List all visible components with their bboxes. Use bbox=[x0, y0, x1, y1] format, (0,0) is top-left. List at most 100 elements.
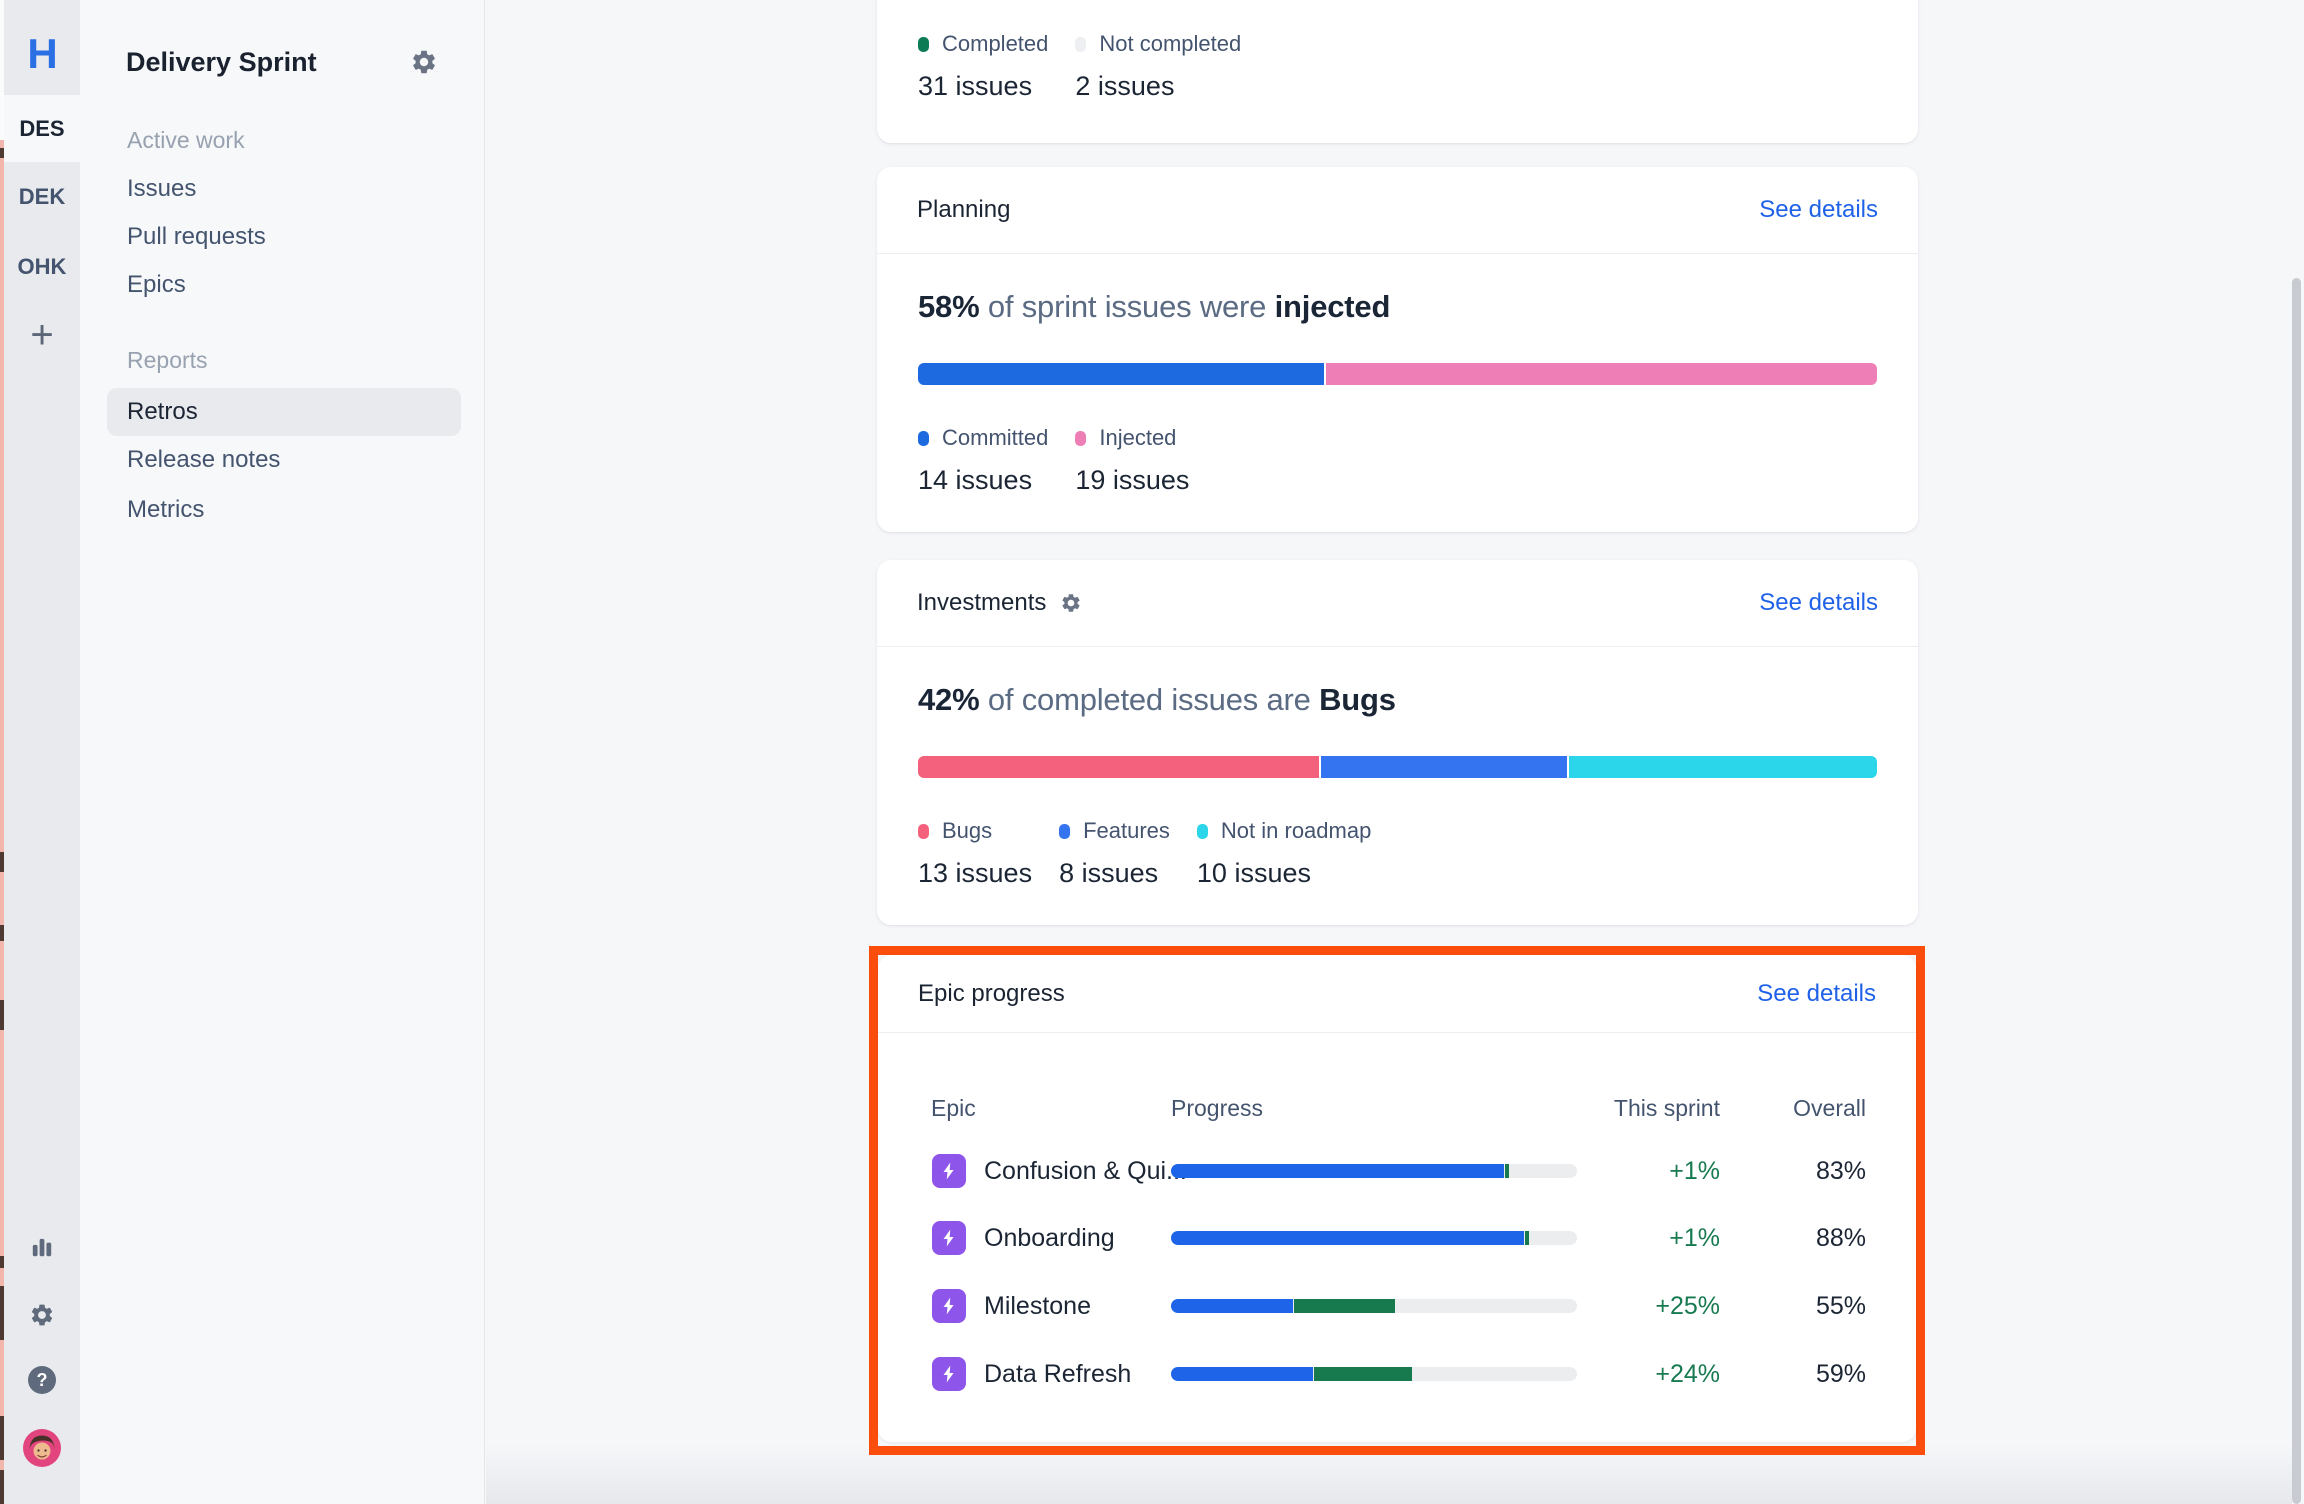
column-header-this-sprint: This sprint bbox=[1528, 1093, 1720, 1123]
epic-name: Milestone bbox=[984, 1291, 1091, 1321]
sprint-settings-button[interactable] bbox=[410, 48, 438, 81]
sidebar-item-epics[interactable]: Epics bbox=[127, 270, 186, 300]
legend-label: Completed bbox=[942, 31, 1048, 57]
investments-card-header: Investments See details bbox=[877, 560, 1918, 647]
features-swatch bbox=[1059, 824, 1070, 839]
progress-done-segment bbox=[1171, 1367, 1313, 1381]
completed-swatch bbox=[918, 37, 929, 52]
planning-card-header: Planning See details bbox=[877, 167, 1918, 254]
investments-legend: Bugs 13 issues Features 8 issues Not in … bbox=[918, 818, 1371, 889]
legend-group-completed: Completed 31 issues bbox=[918, 31, 1048, 102]
epic-progress-see-details-link[interactable]: See details bbox=[1757, 980, 1876, 1008]
committed-swatch bbox=[918, 431, 929, 446]
sidebar-title: Delivery Sprint bbox=[126, 44, 317, 80]
bar-segment-injected bbox=[1326, 363, 1877, 385]
epic-progress-bar bbox=[1171, 1164, 1577, 1178]
lightning-bolt-icon bbox=[939, 1228, 959, 1248]
not-completed-swatch bbox=[1075, 37, 1086, 52]
legend-label: Bugs bbox=[942, 818, 992, 844]
sidebar-item-issues[interactable]: Issues bbox=[127, 174, 196, 204]
lightning-bolt-icon bbox=[939, 1364, 959, 1384]
this-sprint-value: +24% bbox=[1528, 1359, 1720, 1389]
column-header-progress: Progress bbox=[1171, 1093, 1263, 1123]
progress-sprint-segment bbox=[1505, 1164, 1509, 1178]
plus-icon: + bbox=[30, 313, 53, 358]
bar-segment-not-in-roadmap bbox=[1569, 756, 1877, 778]
card-title: Epic progress bbox=[918, 980, 1065, 1008]
bar-chart-icon bbox=[29, 1234, 55, 1260]
gear-icon bbox=[29, 1302, 55, 1328]
epic-progress-bar bbox=[1171, 1299, 1577, 1313]
legend-value: 10 issues bbox=[1197, 857, 1371, 889]
bar-segment-features bbox=[1321, 756, 1567, 778]
planning-stacked-bar bbox=[918, 363, 1877, 385]
planning-card: Planning See details 58% of sprint issue… bbox=[877, 167, 1918, 532]
overall-value: 55% bbox=[1758, 1291, 1866, 1321]
bar-segment-committed bbox=[918, 363, 1324, 385]
epic-progress-highlight-box: Epic progress See details Epic Progress … bbox=[869, 946, 1925, 1455]
epic-icon bbox=[932, 1357, 966, 1391]
card-title: Investments bbox=[917, 589, 1046, 617]
legend-value: 31 issues bbox=[918, 70, 1048, 102]
help-button[interactable]: ? bbox=[4, 1366, 80, 1394]
sidebar-item-release-notes[interactable]: Release notes bbox=[127, 445, 280, 475]
investments-see-details-link[interactable]: See details bbox=[1759, 589, 1878, 617]
workspace-tab-label: OHK bbox=[18, 254, 67, 280]
progress-done-segment bbox=[1171, 1299, 1293, 1313]
avatar-image bbox=[23, 1429, 61, 1467]
legend-label: Committed bbox=[942, 425, 1048, 451]
logo-glyph: H bbox=[27, 30, 56, 78]
workspace-tab-dek[interactable]: DEK bbox=[4, 182, 80, 212]
settings-rail-button[interactable] bbox=[4, 1302, 80, 1328]
sidebar: Delivery Sprint Active work Issues Pull … bbox=[80, 0, 485, 1504]
legend-group-features: Features 8 issues bbox=[1059, 818, 1170, 889]
app-rail: H DES DEK OHK + ? bbox=[4, 0, 80, 1504]
epic-icon bbox=[932, 1221, 966, 1255]
overall-value: 59% bbox=[1758, 1359, 1866, 1389]
progress-done-segment bbox=[1171, 1231, 1524, 1245]
sidebar-item-metrics[interactable]: Metrics bbox=[127, 495, 204, 525]
gear-icon bbox=[410, 48, 438, 76]
planning-see-details-link[interactable]: See details bbox=[1759, 196, 1878, 224]
epic-icon bbox=[932, 1154, 966, 1188]
epic-name: Data Refresh bbox=[984, 1359, 1131, 1389]
metrics-rail-button[interactable] bbox=[4, 1234, 80, 1260]
legend-label: Injected bbox=[1099, 425, 1176, 451]
sidebar-item-retros-selected[interactable]: Retros bbox=[107, 388, 461, 436]
epic-progress-card: Epic progress See details Epic Progress … bbox=[878, 955, 1916, 1442]
vertical-scrollbar-thumb[interactable] bbox=[2292, 278, 2301, 1504]
sidebar-item-pull-requests[interactable]: Pull requests bbox=[127, 222, 266, 252]
epic-name: Onboarding bbox=[984, 1223, 1115, 1253]
investments-stat: 42% of completed issues are Bugs bbox=[918, 682, 1396, 718]
lightning-bolt-icon bbox=[939, 1161, 959, 1181]
planning-stat: 58% of sprint issues were injected bbox=[918, 289, 1390, 325]
bar-segment-bugs bbox=[918, 756, 1319, 778]
epic-progress-bar bbox=[1171, 1231, 1577, 1245]
legend-label: Features bbox=[1083, 818, 1170, 844]
legend-value: 2 issues bbox=[1075, 70, 1241, 102]
legend-value: 19 issues bbox=[1075, 464, 1189, 496]
completion-card: Completed 31 issues Not completed 2 issu… bbox=[877, 0, 1918, 143]
add-workspace-button[interactable]: + bbox=[4, 318, 80, 352]
progress-done-segment bbox=[1171, 1164, 1504, 1178]
legend-group-injected: Injected 19 issues bbox=[1075, 425, 1189, 496]
workspace-tab-ohk[interactable]: OHK bbox=[4, 252, 80, 282]
this-sprint-value: +1% bbox=[1528, 1223, 1720, 1253]
legend-group-not-in-roadmap: Not in roadmap 10 issues bbox=[1197, 818, 1371, 889]
overall-value: 83% bbox=[1758, 1156, 1866, 1186]
not-in-roadmap-swatch bbox=[1197, 824, 1208, 839]
workspace-tab-des[interactable]: DES bbox=[4, 95, 80, 162]
section-label-reports: Reports bbox=[127, 345, 208, 375]
app-logo[interactable]: H bbox=[4, 31, 80, 76]
user-avatar[interactable] bbox=[4, 1429, 80, 1467]
card-title: Planning bbox=[917, 196, 1010, 224]
epic-progress-header: Epic progress See details bbox=[878, 955, 1916, 1033]
legend-label: Not in roadmap bbox=[1221, 818, 1371, 844]
legend-group-bugs: Bugs 13 issues bbox=[918, 818, 1032, 889]
investments-settings-button[interactable] bbox=[1060, 592, 1082, 614]
lightning-bolt-icon bbox=[939, 1296, 959, 1316]
legend-label: Not completed bbox=[1099, 31, 1241, 57]
epic-row: Onboarding +1% 88% bbox=[878, 1218, 1916, 1258]
planning-legend: Committed 14 issues Injected 19 issues bbox=[918, 425, 1189, 496]
epic-name: Confusion & Qui... bbox=[984, 1156, 1187, 1186]
